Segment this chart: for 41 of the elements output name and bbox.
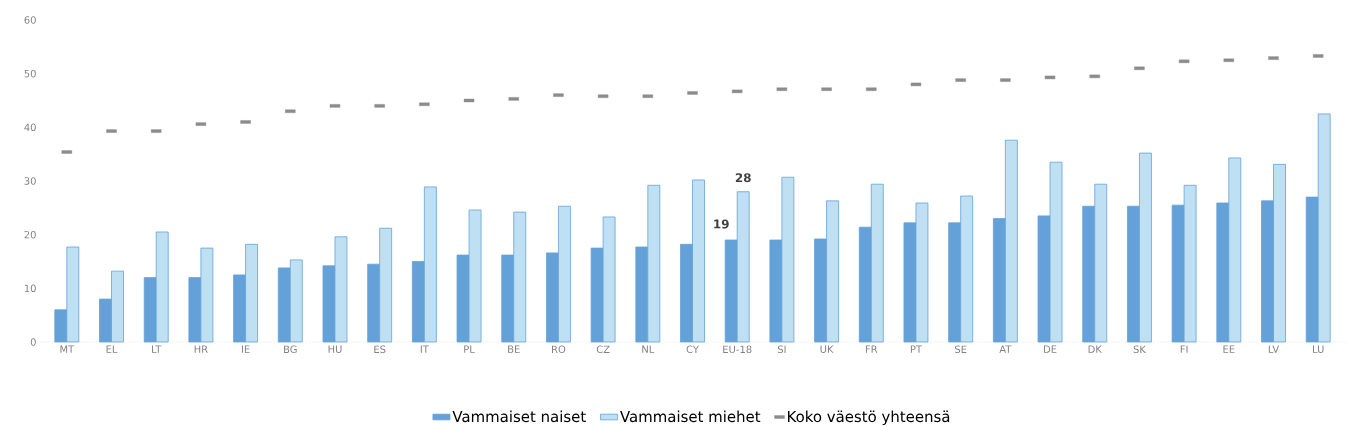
data-label: 19 (714, 219, 729, 229)
x-tick-label: SI (777, 345, 786, 353)
legend-label: Vammaiset miehet (620, 410, 761, 422)
x-tick-label: EE (1223, 345, 1235, 353)
x-tick-label: BE (508, 345, 520, 353)
x-tick-label: PL (464, 345, 475, 353)
x-tick-label: PT (910, 345, 923, 353)
x-tick-label: MT (60, 345, 75, 353)
x-tick-label: FR (865, 345, 878, 353)
data-label: 28 (735, 172, 751, 183)
y-tick-label: 10 (24, 284, 36, 292)
x-tick-label: HU (328, 345, 342, 353)
x-tick-label: NL (642, 345, 655, 353)
x-tick-label: LV (1268, 345, 1280, 353)
x-tick-label: UK (820, 345, 834, 353)
x-tick-label: EU-18 (723, 345, 752, 353)
x-tick-label: LU (1313, 345, 1324, 353)
x-tick-label: SK (1133, 345, 1147, 353)
x-tick-label: LT (152, 345, 162, 353)
y-tick-label: 50 (24, 69, 36, 78)
x-tick-label: HR (194, 345, 208, 353)
x-tick-label: BG (284, 345, 297, 353)
x-tick-label: AT (999, 345, 1012, 353)
x-tick-label: DE (1044, 345, 1057, 353)
y-tick-label: 60 (24, 16, 36, 24)
x-tick-label: CY (686, 345, 699, 353)
x-tick-label: CZ (596, 345, 610, 353)
y-tick-label: 30 (24, 177, 36, 185)
x-tick-label: SE (955, 345, 967, 353)
y-tick-label: 0 (30, 338, 36, 346)
x-tick-label: RO (552, 345, 566, 353)
y-tick-label: 20 (24, 230, 36, 239)
x-tick-label: ES (374, 345, 386, 353)
x-tick-label: DK (1088, 345, 1103, 353)
x-tick-label: EL (106, 345, 118, 353)
x-tick-label: IE (241, 345, 250, 353)
y-tick-label: 40 (24, 123, 36, 131)
x-tick-label: FI (1180, 345, 1188, 353)
x-tick-label: IT (420, 345, 429, 353)
legend-label: Koko väestö yhteensä (788, 410, 950, 425)
legend-label: Vammaiset naiset (452, 410, 586, 422)
